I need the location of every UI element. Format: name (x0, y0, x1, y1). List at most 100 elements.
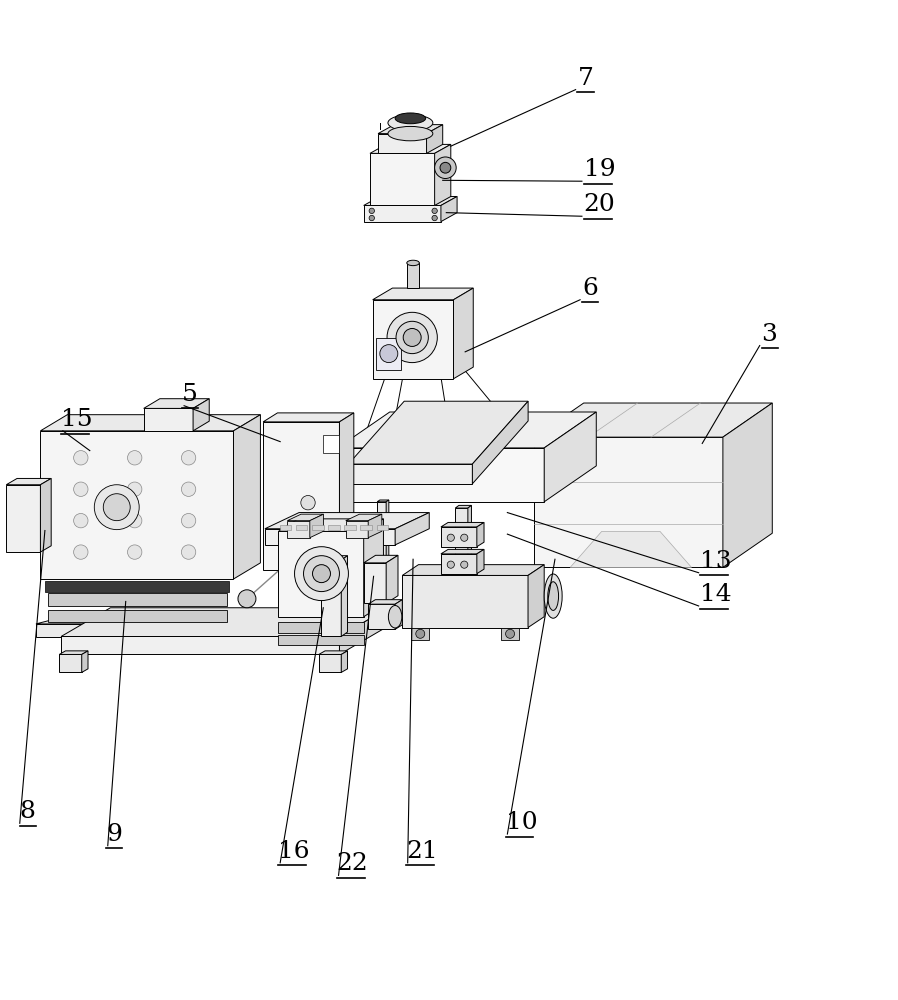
Polygon shape (364, 563, 386, 603)
Polygon shape (40, 478, 51, 552)
Polygon shape (455, 505, 471, 508)
Polygon shape (339, 500, 350, 502)
Polygon shape (40, 415, 260, 431)
Circle shape (369, 208, 374, 214)
Ellipse shape (548, 582, 559, 610)
Polygon shape (364, 519, 383, 617)
Polygon shape (323, 435, 339, 453)
Circle shape (128, 482, 142, 496)
Polygon shape (144, 408, 193, 431)
Ellipse shape (407, 260, 419, 266)
Polygon shape (368, 600, 402, 604)
Polygon shape (263, 422, 339, 570)
Polygon shape (402, 575, 528, 628)
Polygon shape (238, 616, 269, 637)
Polygon shape (427, 125, 443, 153)
Text: 8: 8 (20, 800, 36, 823)
Bar (279, 525, 291, 530)
Polygon shape (528, 565, 544, 628)
Bar (48, 593, 227, 606)
Ellipse shape (388, 606, 402, 628)
Polygon shape (441, 549, 484, 554)
Polygon shape (348, 401, 528, 464)
Polygon shape (59, 651, 88, 654)
Bar (265, 529, 395, 545)
Text: 19: 19 (584, 158, 615, 181)
Polygon shape (346, 521, 368, 538)
Polygon shape (338, 412, 596, 448)
Polygon shape (341, 556, 348, 636)
Circle shape (74, 451, 88, 465)
Polygon shape (570, 531, 691, 567)
Polygon shape (364, 555, 398, 563)
Text: 5: 5 (182, 383, 198, 406)
Polygon shape (395, 513, 429, 545)
Circle shape (94, 485, 139, 530)
Polygon shape (6, 485, 40, 552)
Polygon shape (144, 399, 209, 408)
Circle shape (128, 513, 142, 528)
Polygon shape (395, 600, 402, 629)
Ellipse shape (395, 113, 426, 124)
Ellipse shape (388, 126, 433, 141)
Circle shape (181, 513, 196, 528)
Bar (339, 502, 348, 587)
Polygon shape (370, 144, 451, 153)
Polygon shape (263, 413, 354, 422)
Polygon shape (319, 651, 348, 654)
Bar (278, 635, 364, 645)
Polygon shape (348, 500, 350, 587)
Polygon shape (386, 555, 398, 603)
Text: 9: 9 (106, 823, 122, 846)
Circle shape (103, 494, 130, 521)
Circle shape (403, 328, 421, 346)
Text: 21: 21 (406, 840, 437, 863)
Circle shape (396, 321, 428, 354)
Ellipse shape (544, 574, 562, 618)
Polygon shape (386, 500, 389, 605)
Polygon shape (348, 464, 472, 484)
Bar (376, 338, 401, 370)
Bar (312, 525, 323, 530)
Polygon shape (310, 514, 323, 538)
Bar (278, 622, 364, 633)
Circle shape (74, 513, 88, 528)
Bar (344, 525, 356, 530)
Polygon shape (441, 196, 457, 222)
Bar (48, 610, 227, 622)
Circle shape (74, 545, 88, 559)
Circle shape (447, 534, 454, 541)
Circle shape (181, 545, 196, 559)
Polygon shape (61, 636, 339, 654)
Polygon shape (477, 522, 484, 547)
Polygon shape (341, 651, 348, 672)
Polygon shape (193, 399, 209, 431)
Circle shape (74, 482, 88, 496)
Polygon shape (61, 608, 389, 636)
Text: 3: 3 (762, 323, 778, 346)
Circle shape (295, 547, 348, 601)
Circle shape (313, 565, 330, 583)
Circle shape (432, 215, 437, 221)
Polygon shape (346, 514, 382, 521)
Text: 13: 13 (700, 550, 732, 573)
Circle shape (435, 157, 456, 179)
Polygon shape (278, 531, 364, 617)
Circle shape (304, 556, 339, 592)
Polygon shape (287, 514, 323, 521)
Circle shape (301, 496, 315, 510)
Bar (501, 628, 519, 640)
Polygon shape (378, 134, 427, 153)
Circle shape (461, 534, 468, 541)
Polygon shape (723, 403, 772, 567)
Polygon shape (36, 624, 238, 637)
Polygon shape (265, 513, 429, 529)
Polygon shape (339, 608, 389, 654)
Bar (455, 508, 468, 611)
Polygon shape (233, 415, 260, 579)
Text: 7: 7 (577, 67, 594, 90)
Polygon shape (278, 519, 383, 531)
Circle shape (238, 590, 256, 608)
Text: 16: 16 (278, 840, 310, 863)
Bar (376, 525, 388, 530)
